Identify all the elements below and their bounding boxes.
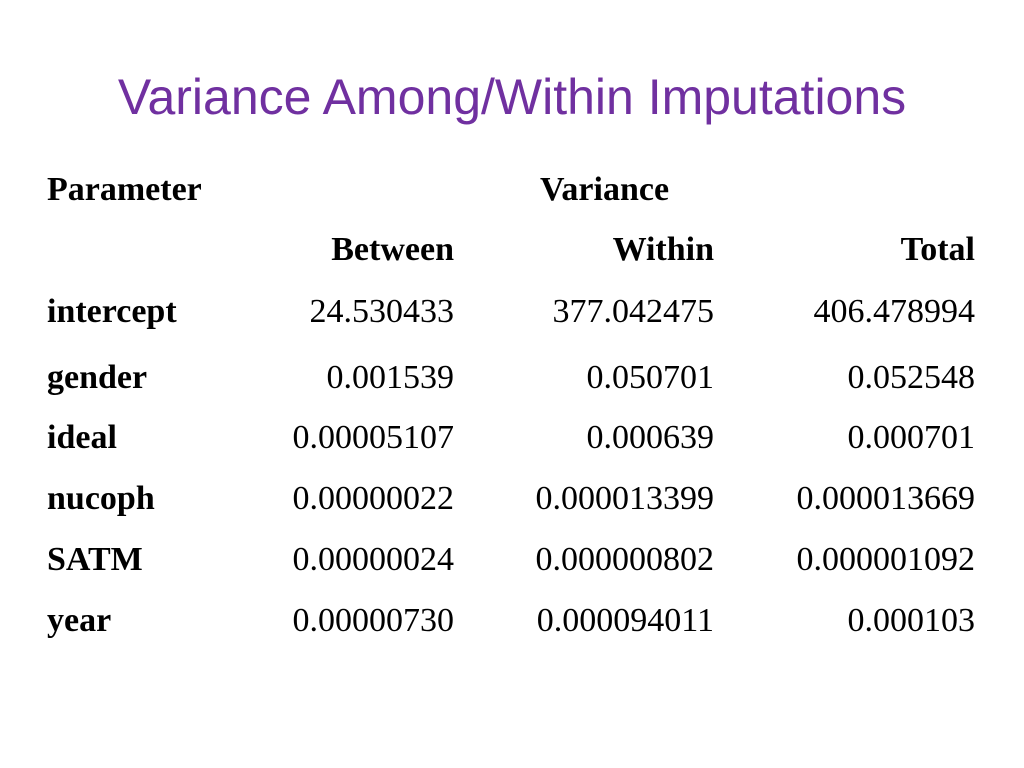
cell-nucoph-total: 0.000013669	[796, 480, 976, 517]
cell-nucoph-within: 0.000013399	[535, 480, 715, 517]
row-label-nucoph: nucoph	[47, 480, 155, 517]
slide-title: Variance Among/Within Imputations	[117, 69, 907, 125]
cell-ideal-between: 0.00005107	[292, 419, 455, 456]
row-label-ideal: ideal	[47, 419, 117, 456]
cell-intercept-between: 24.530433	[309, 293, 455, 330]
cell-gender-total: 0.052548	[847, 359, 976, 396]
header-parameter: Parameter	[47, 171, 202, 208]
cell-gender-between: 0.001539	[326, 359, 455, 396]
cell-year-within: 0.000094011	[536, 602, 714, 639]
cell-year-between: 0.00000730	[292, 602, 455, 639]
header-variance: Variance	[540, 171, 670, 208]
column-header-total: Total	[900, 231, 975, 268]
cell-gender-within: 0.050701	[586, 359, 715, 396]
cell-satm-total: 0.000001092	[796, 541, 976, 578]
cell-year-total: 0.000103	[847, 602, 976, 639]
row-label-year: year	[47, 602, 112, 639]
column-header-between: Between	[331, 231, 454, 268]
row-label-gender: gender	[47, 359, 148, 396]
row-label-satm: SATM	[47, 541, 143, 578]
cell-ideal-total: 0.000701	[847, 419, 976, 456]
row-label-intercept: intercept	[47, 293, 177, 330]
cell-intercept-total: 406.478994	[813, 293, 976, 330]
column-header-within: Within	[612, 231, 714, 268]
cell-satm-between: 0.00000024	[292, 541, 455, 578]
cell-ideal-within: 0.000639	[586, 419, 715, 456]
cell-intercept-within: 377.042475	[552, 293, 715, 330]
cell-satm-within: 0.000000802	[535, 541, 715, 578]
cell-nucoph-between: 0.00000022	[292, 480, 455, 517]
